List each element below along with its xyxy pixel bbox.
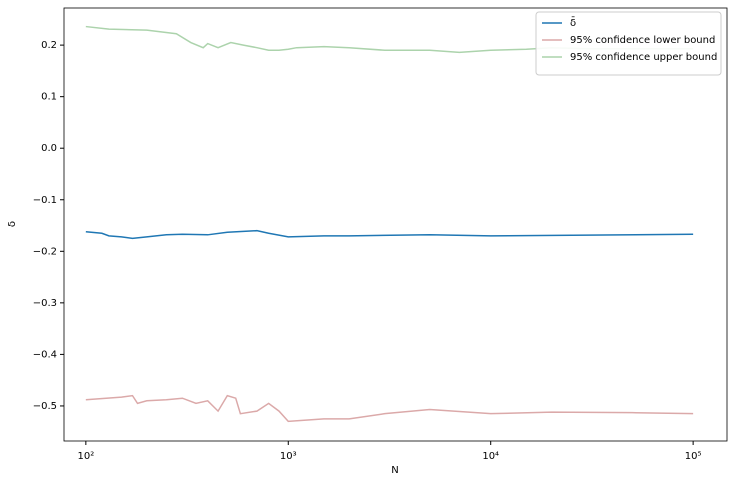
legend-label: 95% confidence upper bound bbox=[570, 52, 717, 63]
y-tick-label: −0.1 bbox=[33, 195, 57, 206]
x-tick-label: 10³ bbox=[280, 451, 297, 462]
legend-label: δ̄ bbox=[570, 16, 576, 29]
x-axis-label: N bbox=[391, 465, 398, 476]
y-tick-label: 0.2 bbox=[41, 40, 57, 51]
series-line bbox=[85, 25, 694, 54]
plot-frame bbox=[63, 7, 728, 442]
y-tick-label: −0.2 bbox=[33, 246, 57, 257]
x-tick-label: 10² bbox=[77, 451, 94, 462]
x-tick-label: 10⁵ bbox=[685, 451, 702, 462]
y-tick-label: 0.1 bbox=[41, 92, 57, 103]
y-tick-label: −0.4 bbox=[33, 349, 57, 360]
series-line bbox=[85, 229, 694, 240]
y-tick-label: 0.0 bbox=[41, 143, 57, 154]
legend-box bbox=[535, 11, 722, 76]
y-tick-label: −0.3 bbox=[33, 298, 57, 309]
y-axis-label: δ bbox=[7, 221, 18, 227]
x-tick-label: 10⁴ bbox=[482, 451, 499, 462]
y-tick-label: −0.5 bbox=[33, 401, 57, 412]
legend-label: 95% confidence lower bound bbox=[570, 35, 715, 46]
series-line bbox=[85, 394, 694, 423]
legend: δ̄ 95% confidence lower bound 95% confiden… bbox=[535, 11, 722, 76]
